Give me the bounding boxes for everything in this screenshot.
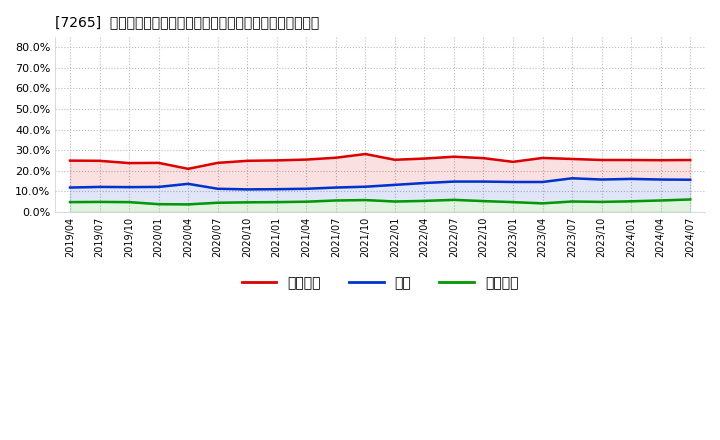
在庫 xyxy=(66,185,74,190)
売上債権 xyxy=(449,154,458,159)
Line: 売上債権: 売上債権 xyxy=(70,154,690,169)
売上債権 xyxy=(420,156,428,161)
売上債権 xyxy=(686,158,695,163)
売上債権 xyxy=(509,159,518,165)
買入債務 xyxy=(243,200,251,205)
在庫 xyxy=(627,176,636,182)
在庫 xyxy=(657,177,665,182)
在庫 xyxy=(331,185,340,190)
売上債権 xyxy=(361,151,369,157)
在庫 xyxy=(480,179,488,184)
売上債権 xyxy=(184,166,192,172)
買入債務 xyxy=(361,198,369,203)
売上債権 xyxy=(272,158,281,163)
在庫 xyxy=(361,184,369,189)
売上債権 xyxy=(627,158,636,163)
売上債権 xyxy=(480,155,488,161)
Line: 買入債務: 買入債務 xyxy=(70,199,690,204)
買入債務 xyxy=(598,199,606,205)
在庫 xyxy=(598,177,606,182)
買入債務 xyxy=(686,197,695,202)
売上債権 xyxy=(390,157,399,162)
在庫 xyxy=(184,181,192,187)
売上債権 xyxy=(66,158,74,163)
買入債務 xyxy=(184,202,192,207)
売上債権 xyxy=(154,160,163,165)
在庫 xyxy=(243,187,251,192)
売上債権 xyxy=(125,161,133,166)
売上債権 xyxy=(331,155,340,160)
Line: 在庫: 在庫 xyxy=(70,178,690,189)
買入債務 xyxy=(539,201,547,206)
在庫 xyxy=(449,179,458,184)
在庫 xyxy=(420,180,428,186)
買入債務 xyxy=(302,199,310,204)
在庫 xyxy=(390,182,399,187)
在庫 xyxy=(302,186,310,191)
売上債権 xyxy=(95,158,104,163)
買入債務 xyxy=(627,198,636,204)
在庫 xyxy=(95,184,104,190)
買入債務 xyxy=(509,199,518,205)
買入債務 xyxy=(480,198,488,204)
在庫 xyxy=(213,186,222,191)
在庫 xyxy=(509,180,518,185)
買入債務 xyxy=(390,199,399,204)
在庫 xyxy=(539,180,547,185)
売上債権 xyxy=(243,158,251,163)
買入債務 xyxy=(154,202,163,207)
買入債務 xyxy=(657,198,665,203)
買入債務 xyxy=(568,199,577,204)
在庫 xyxy=(125,184,133,190)
売上債権 xyxy=(213,160,222,165)
Text: [7265]  売上債権、在庫、買入債務の総資産に対する比率の推移: [7265] 売上債権、在庫、買入債務の総資産に対する比率の推移 xyxy=(55,15,320,29)
Legend: 売上債権, 在庫, 買入債務: 売上債権, 在庫, 買入債務 xyxy=(236,271,524,296)
売上債権 xyxy=(568,156,577,161)
買入債務 xyxy=(420,198,428,204)
買入債務 xyxy=(272,199,281,205)
買入債務 xyxy=(95,199,104,205)
売上債権 xyxy=(598,158,606,163)
買入債務 xyxy=(125,199,133,205)
売上債権 xyxy=(657,158,665,163)
在庫 xyxy=(272,187,281,192)
在庫 xyxy=(568,176,577,181)
在庫 xyxy=(154,184,163,190)
買入債務 xyxy=(331,198,340,203)
買入債務 xyxy=(213,200,222,205)
買入債務 xyxy=(66,199,74,205)
買入債務 xyxy=(449,197,458,202)
売上債権 xyxy=(302,157,310,162)
売上債権 xyxy=(539,155,547,161)
在庫 xyxy=(686,177,695,182)
